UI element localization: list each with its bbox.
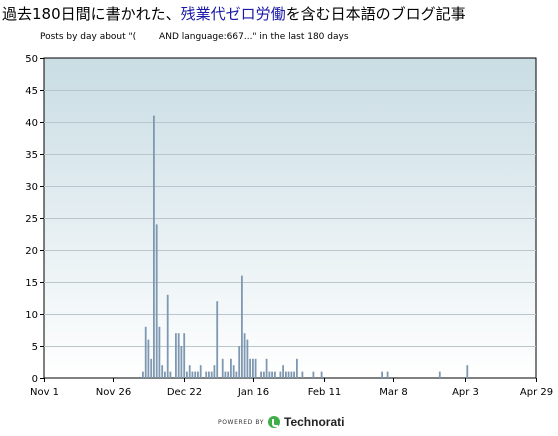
y-tick-label: 35 <box>25 150 38 161</box>
bar <box>293 371 295 378</box>
y-axis: 0 5 10 15 20 25 30 35 40 45 50 <box>25 54 44 385</box>
bar <box>246 339 249 378</box>
bar <box>285 371 287 378</box>
bar <box>147 339 150 378</box>
technorati-badge[interactable]: POWERED BY Technorati <box>218 414 344 430</box>
bar <box>177 333 180 378</box>
bar <box>243 333 246 378</box>
y-tick-label: 50 <box>25 54 38 65</box>
bar <box>268 371 271 378</box>
bar <box>153 115 155 378</box>
y-tick-label: 40 <box>25 118 38 129</box>
x-tick-label: Nov 1 <box>30 387 59 398</box>
bar <box>197 371 199 378</box>
x-tick-label: Mar 8 <box>379 387 407 398</box>
bar <box>238 346 241 378</box>
y-tick-label: 20 <box>25 246 38 257</box>
bar <box>150 358 153 378</box>
bar <box>290 371 293 378</box>
chart-subtitle: Posts by day about "( AND language:667..… <box>40 32 349 42</box>
bar <box>320 371 323 378</box>
bar <box>282 365 284 378</box>
bar <box>186 371 188 378</box>
bar <box>210 371 213 378</box>
bar <box>161 365 164 378</box>
bar <box>241 275 243 378</box>
bar <box>188 365 191 378</box>
bar <box>301 371 304 378</box>
bar <box>175 333 177 378</box>
title-keyword-link[interactable]: 残業代ゼロ労働 <box>180 5 286 23</box>
bar <box>180 346 183 378</box>
bar <box>227 371 230 378</box>
x-tick-label: Apr 3 <box>452 387 479 398</box>
y-tick-label: 0 <box>32 374 38 385</box>
y-tick-label: 25 <box>25 214 38 225</box>
gridlines <box>44 90 536 347</box>
bar <box>381 371 383 378</box>
bar <box>386 371 389 378</box>
title-prefix: 過去180日間に書かれた、 <box>2 5 181 23</box>
bar <box>142 371 144 378</box>
bar <box>296 358 298 378</box>
bar <box>166 294 169 378</box>
bar <box>230 358 232 378</box>
y-tick-label: 30 <box>25 182 38 193</box>
powered-by-label: POWERED BY <box>218 418 265 426</box>
bar <box>254 358 257 378</box>
bar <box>221 358 224 378</box>
bar <box>252 358 254 378</box>
title-suffix: を含む日本語のブログ記事 <box>285 5 466 23</box>
x-axis: Nov 1 Nov 26 Dec 22 Jan 16 Feb 11 Mar 8 Apr 3 A… <box>30 378 553 398</box>
bar <box>274 371 276 378</box>
bar <box>213 365 216 378</box>
bar <box>164 371 166 378</box>
bar <box>466 365 469 378</box>
x-tick-label: Feb 11 <box>308 387 342 398</box>
bar <box>235 371 238 378</box>
bar <box>158 326 161 378</box>
bar <box>183 333 186 378</box>
bar <box>208 371 210 378</box>
bar <box>312 371 315 378</box>
bar <box>205 371 208 378</box>
x-tick-label: Dec 22 <box>167 387 202 398</box>
bar <box>260 371 262 378</box>
bar <box>279 371 282 378</box>
y-tick-label: 15 <box>25 278 38 289</box>
bar <box>199 365 202 378</box>
y-tick-label: 45 <box>25 86 38 97</box>
bar <box>191 371 194 378</box>
x-tick-label: Apr 29 <box>520 387 553 398</box>
y-tick-label: 10 <box>25 310 38 321</box>
bar <box>224 371 227 378</box>
technorati-logo-icon <box>268 416 281 428</box>
bar <box>232 365 235 378</box>
bar <box>194 371 197 378</box>
bar <box>263 371 265 378</box>
bar <box>438 371 441 378</box>
bar <box>144 326 147 378</box>
bar <box>265 358 268 378</box>
x-tick-label: Jan 16 <box>237 387 269 398</box>
bar <box>287 371 290 378</box>
bar <box>169 371 172 378</box>
bar <box>271 371 273 378</box>
bar <box>249 358 251 378</box>
bar <box>216 301 219 378</box>
technorati-brand: Technorati <box>284 415 345 429</box>
y-tick-label: 5 <box>32 342 38 353</box>
x-tick-label: Nov 26 <box>96 387 131 398</box>
chart-title: 過去180日間に書かれた、残業代ゼロ労働を含む日本語のブログ記事 <box>2 5 466 23</box>
bars <box>142 115 469 378</box>
bar <box>155 224 158 378</box>
